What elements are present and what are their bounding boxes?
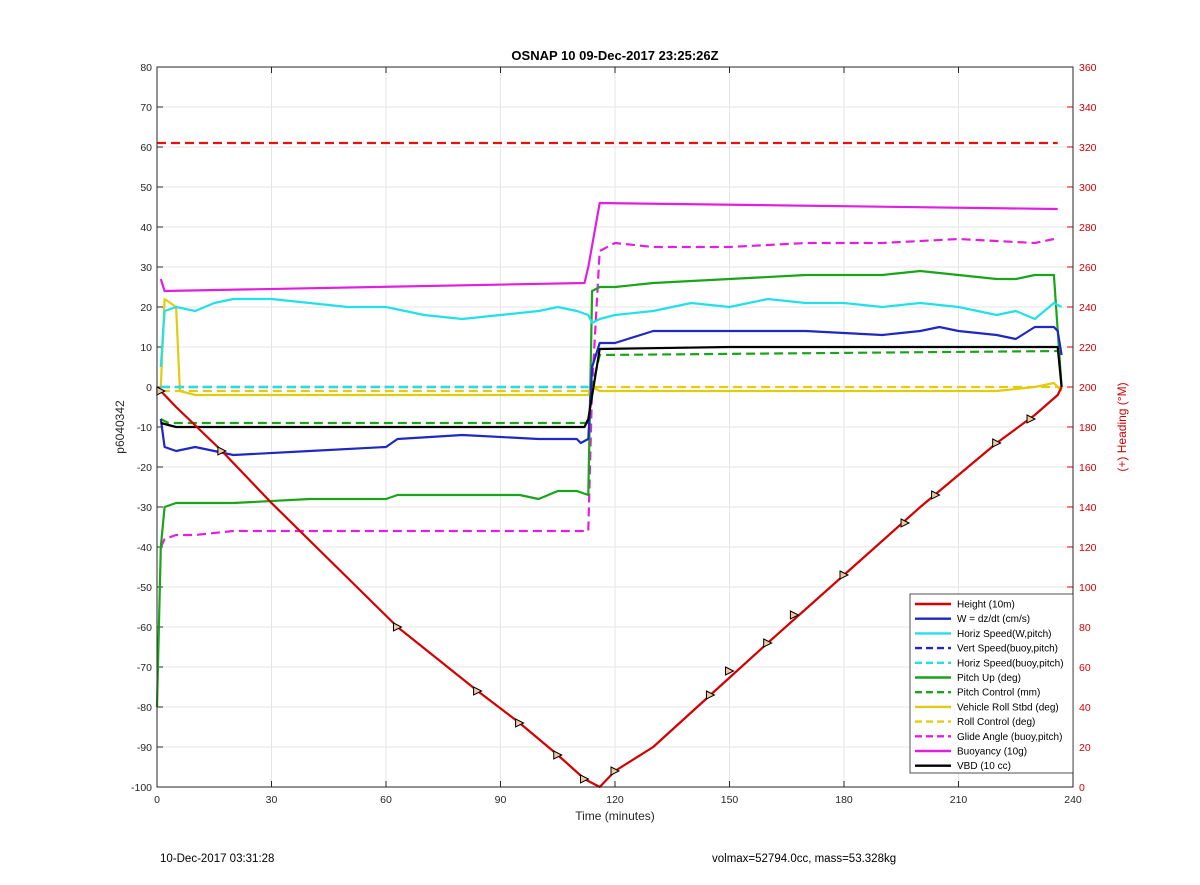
legend-label: Horiz Speed(buoy,pitch) [957,658,1064,669]
height-marker [1026,414,1037,424]
y2-tick-label: 280 [1079,222,1097,234]
legend-label: VBD (10 cc) [957,761,1011,772]
y-tick-label: 70 [140,102,152,114]
x-tick-label: 120 [606,794,624,806]
y-tick-label: -100 [131,782,152,794]
y-tick-label: 0 [146,382,152,394]
legend-label: Height (10m) [957,600,1015,611]
y-tick-label: -50 [137,582,152,594]
y-tick-label: 20 [140,302,152,314]
series-vehicle-roll-stbd-deg [159,297,1063,397]
legend-box [909,593,1074,774]
y-tick-label: 80 [140,62,152,74]
y2-tick-label: 120 [1079,542,1097,554]
x-tick-label: 240 [1064,794,1082,806]
legend-label: Glide Angle (buoy,pitch) [957,732,1062,743]
y-tick-label: -70 [137,662,152,674]
y2-tick-label: 180 [1079,422,1097,434]
x-tick-label: 0 [154,794,160,806]
x-tick-label: 180 [835,794,853,806]
x-tick-label: 210 [950,794,968,806]
series-pitch-control-mm [160,349,1062,425]
height-marker [473,686,483,696]
footer-timestamp: 10-Dec-2017 03:31:28 [160,853,275,865]
legend-label: Vert Speed(buoy,pitch) [957,644,1058,655]
height-marker [610,766,621,776]
y-tick-label: 60 [140,142,152,154]
y2-tick-label: 60 [1079,662,1091,674]
y2-tick-label: 200 [1079,382,1097,394]
y2-tick-label: 0 [1079,782,1085,794]
legend-label: Vehicle Roll Stbd (deg) [957,702,1059,713]
height-markers [156,386,1037,784]
series-w-dz-dt-cm-s [159,325,1063,457]
y2-tick-label: 40 [1079,702,1091,714]
x-tick-labels: 0 30 60 90 120 150 180 210 240 [154,794,1082,806]
series-roll-control-deg [160,385,1062,393]
y-axis-label: p6040342 [113,400,127,454]
y2-tick-label: 300 [1079,182,1097,194]
y2-tick-label: 160 [1079,462,1097,474]
height-marker [579,774,590,784]
y2-tick-label: 220 [1079,342,1097,354]
x-tick-label: 90 [495,794,507,806]
x-tick-label: 30 [266,794,278,806]
series-buoyancy-10g [159,201,1058,293]
y2-axis-label: (+) Heading (°M) [1115,382,1129,471]
y-tick-label: -10 [137,422,152,434]
y-tick-label: -60 [137,622,152,634]
legend-label: Pitch Up (deg) [957,673,1021,684]
y-tick-label: -40 [137,542,152,554]
series-horiz-speed-w-pitch [159,297,1063,368]
legend-label: Horiz Speed(W,pitch) [957,629,1051,640]
chart-title: OSNAP 10 09-Dec-2017 23:25:26Z [511,48,718,63]
x-tick-label: 60 [380,794,392,806]
series-pitch-up-deg [155,269,1063,708]
y2-tick-label: 20 [1079,742,1091,754]
legend: Height (10m) W = dz/dt (cm/s) Horiz Speed(… [909,593,1074,774]
y2-tick-labels: 0 20 40 60 80 100 120 140 160 180 200 220 240 260 280 3… [1079,62,1097,794]
legend-label: W = dz/dt (cm/s) [957,614,1030,625]
series-vbd-10-cc [160,345,1063,429]
legend-label: Buoyancy (10g) [957,747,1027,758]
y2-tick-label: 320 [1079,142,1097,154]
height-marker [931,490,941,500]
x-tick-label: 150 [721,794,739,806]
y-tick-label: -80 [137,702,152,714]
legend-label: Pitch Control (mm) [957,688,1040,699]
height-marker [217,446,228,456]
height-marker [992,438,1002,448]
y-tick-label: 30 [140,262,152,274]
height-marker [515,718,525,728]
y2-tick-label: 360 [1079,62,1097,74]
height-marker [705,690,716,700]
height-marker [763,638,773,648]
height-marker [789,610,800,620]
height-marker [392,622,403,632]
footer-vehicle-info: volmax=52794.0cc, mass=53.328kg [712,853,897,865]
legend-label: Roll Control (deg) [957,717,1035,728]
y2-tick-label: 340 [1079,102,1097,114]
height-marker [725,666,735,676]
y-tick-label: -30 [137,502,152,514]
y2-tick-label: 240 [1079,302,1097,314]
height-marker [839,570,850,580]
height-marker [553,750,563,760]
y2-tick-label: 80 [1079,622,1091,634]
series-glide-angle-buoy-pitch [159,237,1055,548]
y-tick-label: 10 [140,342,152,354]
y-tick-label: 40 [140,222,152,234]
y2-tick-label: 260 [1079,262,1097,274]
y-tick-label: 50 [140,182,152,194]
x-axis-label: Time (minutes) [575,809,655,823]
y-tick-labels: -100-90-80-70-60-50-40-30-20-10010203040… [131,62,152,794]
height-marker [900,518,911,528]
y-tick-label: -20 [137,462,152,474]
plot-frame [156,66,1074,788]
y2-tick-label: 140 [1079,502,1097,514]
y-tick-label: -90 [137,742,152,754]
y2-tick-label: 100 [1079,582,1097,594]
